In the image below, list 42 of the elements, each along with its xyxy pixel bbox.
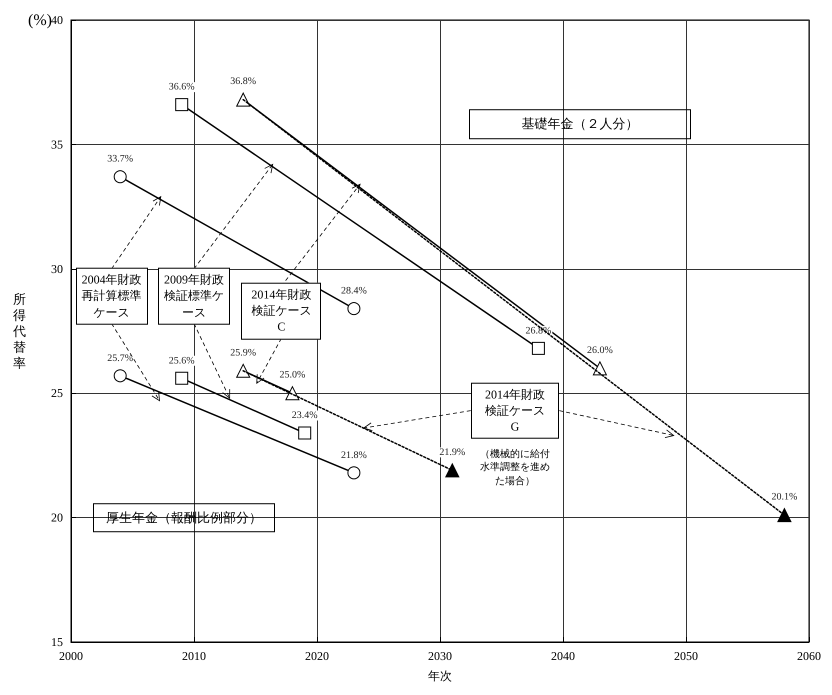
annotation: 2014年財政検証ケースC [241,282,322,340]
data-label: 36.8% [230,76,256,88]
y-axis-title: 所得代替率 [12,292,26,370]
data-label: 36.6% [168,82,195,93]
point [114,369,127,382]
point [532,342,545,355]
annotation: 2004年財政再計算標準ケース [76,268,148,324]
data-label: 21.8% [340,450,367,461]
y-tick-label: 20 [51,510,63,525]
point [175,98,188,112]
data-label: 28.4% [340,286,367,297]
point [175,372,188,385]
data-label: 21.9% [439,446,466,458]
data-label: 25.9% [230,347,256,358]
x-tick-label: 2040 [551,649,575,663]
annotation: 2014年財政検証ケースG [471,382,560,439]
data-label: 33.7% [107,154,134,165]
point [298,426,312,440]
data-label: 25.6% [168,355,195,366]
x-tick-label: 2000 [59,649,83,663]
x-tick-label: 2050 [674,649,698,663]
annotation: （機械的に給付水準調整を進めた場合） [479,448,552,488]
data-label: 23.4% [292,410,318,422]
y-tick-label: 40 [51,13,63,27]
y-tick-label: 30 [51,262,63,276]
data-label: 25.0% [279,370,306,381]
y-tick-label: 35 [51,137,63,152]
data-label: 26.0% [586,344,613,356]
x-tick-label: 2020 [305,649,329,663]
y-tick-label: 15 [51,635,63,649]
x-tick-label: 2060 [797,649,821,663]
x-tick-label: 2030 [428,649,452,663]
data-label: 25.7% [107,352,134,364]
annotation: 2009年財政検証標準ケース [158,268,230,324]
y-tick-label: 25 [51,386,63,400]
point [347,302,360,316]
text: (%) [28,11,52,31]
x-tick-label: 2010 [182,649,206,663]
x-axis-title: 年次 [428,669,452,683]
point [347,466,360,480]
data-label: 20.1% [771,492,798,503]
point [114,170,127,184]
